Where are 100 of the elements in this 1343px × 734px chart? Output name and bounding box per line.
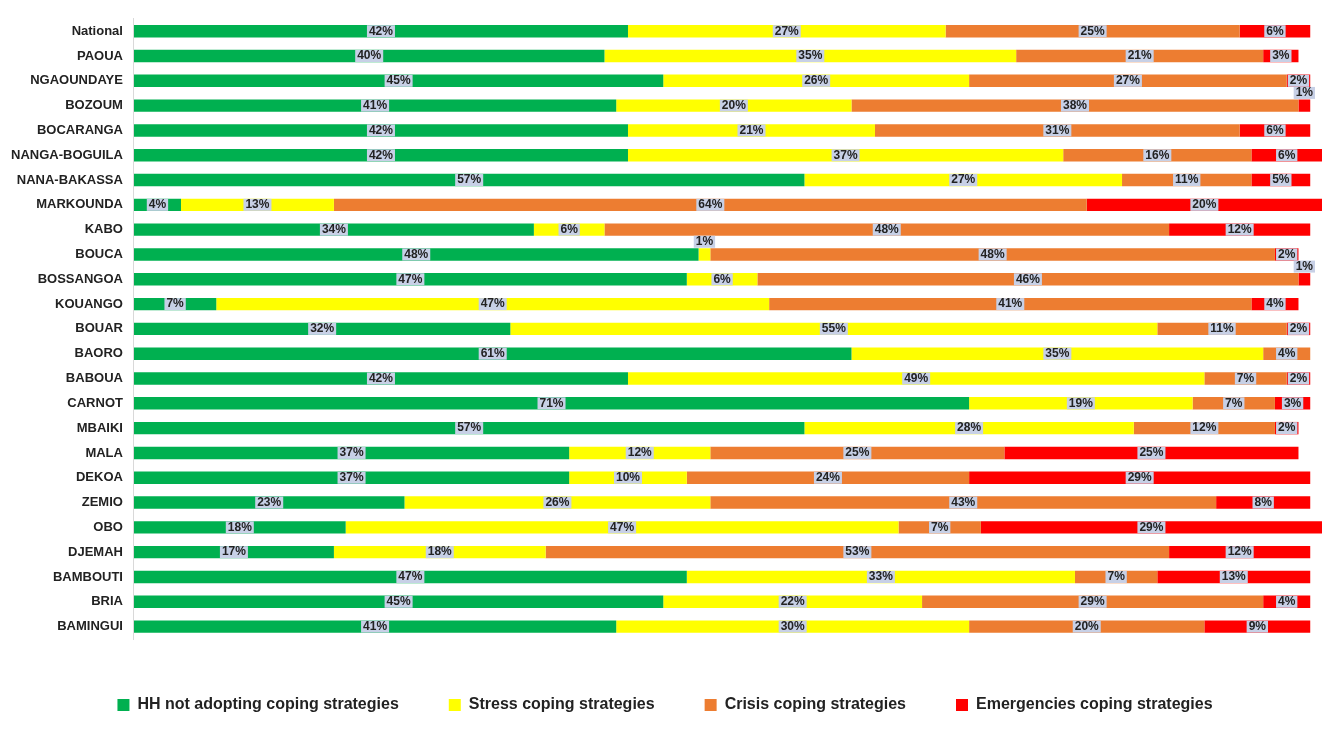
data-label: 20% [1192, 197, 1217, 212]
legend-label: Crisis coping strategies [724, 695, 907, 713]
bar [969, 471, 1311, 484]
bar [1016, 49, 1264, 63]
bar [133, 149, 628, 162]
data-label: 42% [368, 370, 394, 385]
data-label: 57% [457, 172, 482, 187]
data-label: 48% [874, 221, 900, 236]
data-label: 8% [1254, 494, 1273, 509]
data-label: 47% [480, 296, 506, 311]
data-label: 57% [457, 420, 482, 435]
bar [663, 74, 970, 88]
data-label: 27% [774, 23, 800, 38]
data-label: 7% [931, 519, 949, 534]
data-label: 25% [845, 445, 870, 460]
data-label: 71% [539, 395, 564, 410]
data-label: 2% [1289, 370, 1308, 385]
data-label: 46% [1015, 271, 1041, 286]
data-label: 6% [713, 271, 732, 286]
data-label: 35% [798, 48, 823, 63]
bar [133, 471, 570, 484]
bar [804, 173, 1123, 187]
bar [216, 297, 770, 311]
data-label: 11% [1210, 321, 1235, 336]
data-label: 1% [1295, 258, 1314, 273]
y-tick-label: PAOUA [76, 47, 124, 63]
data-label: 40% [357, 48, 382, 63]
data-label: 33% [868, 569, 894, 584]
bar [133, 49, 605, 63]
data-label: 37% [339, 470, 364, 485]
data-label: 35% [1045, 346, 1070, 361]
bar [969, 397, 1193, 410]
data-label: 41% [998, 296, 1023, 311]
data-label: 19% [1068, 395, 1094, 410]
y-tick-label: National [71, 22, 123, 38]
bar [710, 446, 1005, 460]
bar [133, 273, 687, 286]
y-tick-label: BOSSANGOA [37, 270, 124, 286]
data-label: 55% [821, 321, 847, 336]
data-label: 47% [610, 519, 635, 534]
data-label: 27% [1115, 73, 1141, 88]
data-label: 3% [1272, 48, 1290, 63]
data-label: 32% [310, 321, 335, 336]
bar [333, 198, 1087, 212]
y-tick-label: CARNOT [67, 394, 123, 410]
data-label: 37% [833, 147, 858, 162]
data-label: 2% [1278, 246, 1296, 261]
bar [133, 347, 852, 360]
y-tick-label: BOZOUM [65, 97, 123, 113]
bar [710, 496, 1217, 509]
data-label: 61% [480, 346, 506, 361]
data-label: 64% [698, 197, 723, 212]
data-label: 21% [1127, 48, 1153, 63]
bar [616, 620, 970, 633]
y-tick-label: NANGA-BOGUILA [11, 146, 124, 162]
data-label: 4% [1278, 594, 1296, 609]
legend-label: Emergencies coping strategies [976, 695, 1213, 713]
y-tick-label: ZEMIO [81, 494, 123, 510]
data-label: 5% [1272, 172, 1290, 187]
data-label: 6% [560, 221, 579, 236]
bar [133, 25, 628, 38]
bar [133, 173, 805, 187]
data-label: 18% [227, 519, 253, 534]
y-tick-label: MARKOUNDA [36, 196, 124, 212]
bar [710, 248, 1275, 261]
bar [1298, 273, 1311, 286]
y-tick-label: BOUAR [75, 320, 124, 336]
y-tick-label: BRIA [91, 593, 124, 609]
data-label: 41% [363, 618, 388, 633]
data-label: 6% [1278, 147, 1296, 162]
data-label: 18% [427, 544, 453, 559]
data-label: 48% [404, 246, 429, 261]
y-tick-label: BAORO [74, 345, 123, 361]
y-tick-label: DEKOA [75, 469, 124, 485]
data-label: 11% [1175, 172, 1199, 187]
bar [404, 496, 711, 509]
data-label: 20% [1074, 618, 1100, 633]
data-label: 1% [695, 234, 714, 249]
bar [922, 595, 1264, 608]
data-label: 23% [257, 494, 282, 509]
bar [627, 124, 876, 137]
y-tick-label: KABO [84, 221, 123, 237]
data-label: 43% [951, 494, 976, 509]
data-label: 4% [1278, 346, 1296, 361]
data-label: 47% [398, 271, 423, 286]
data-label: 45% [386, 73, 411, 88]
bar [133, 248, 699, 261]
bar [604, 49, 1017, 63]
data-label: 53% [845, 544, 870, 559]
data-label: 49% [904, 370, 929, 385]
data-label: 12% [627, 445, 653, 460]
data-label: 2% [1289, 321, 1308, 336]
data-label: 10% [615, 470, 641, 485]
y-tick-label: BAMINGUI [57, 618, 123, 634]
data-label: 7% [1225, 395, 1243, 410]
data-label: 9% [1248, 618, 1267, 633]
bar [945, 25, 1240, 38]
bar [510, 322, 1158, 336]
data-label: 4% [1266, 296, 1284, 311]
data-label: 31% [1045, 122, 1070, 137]
